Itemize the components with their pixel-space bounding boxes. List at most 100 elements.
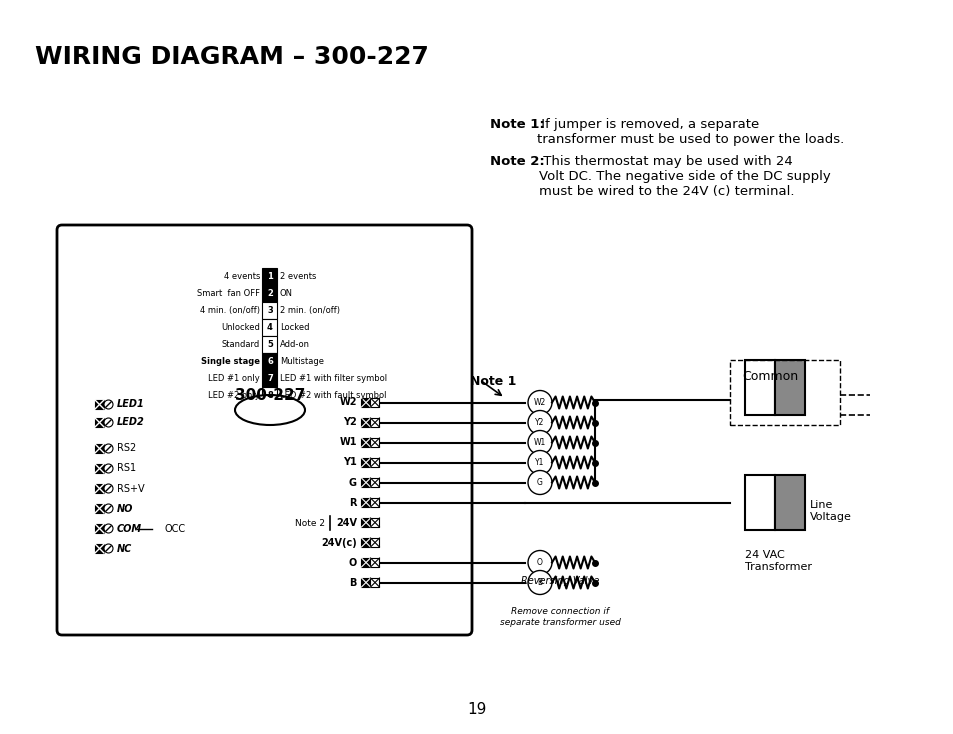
- Circle shape: [104, 544, 112, 553]
- Ellipse shape: [234, 395, 305, 425]
- Text: 4 events: 4 events: [223, 272, 260, 281]
- Circle shape: [104, 524, 112, 533]
- Bar: [262, 268, 277, 285]
- Bar: [95, 484, 104, 493]
- Circle shape: [527, 410, 552, 435]
- Bar: [262, 285, 277, 302]
- Bar: [774, 475, 804, 530]
- Circle shape: [104, 484, 112, 493]
- Circle shape: [527, 431, 552, 454]
- Text: 8: 8: [267, 391, 273, 400]
- Text: 7: 7: [267, 374, 273, 383]
- Circle shape: [104, 504, 112, 513]
- Text: Unlocked: Unlocked: [221, 323, 260, 332]
- Text: Note 2:: Note 2:: [490, 155, 544, 168]
- Bar: [370, 578, 379, 587]
- Circle shape: [104, 418, 112, 427]
- Text: Line
Voltage: Line Voltage: [809, 500, 851, 522]
- Text: 1: 1: [267, 272, 273, 281]
- Text: Remove connection if
separate transformer used: Remove connection if separate transforme…: [499, 608, 619, 627]
- Bar: [361, 438, 370, 447]
- Text: 300-227: 300-227: [234, 388, 305, 403]
- Bar: [95, 544, 104, 553]
- Text: 6: 6: [267, 357, 273, 366]
- Text: WIRING DIAGRAM – 300-227: WIRING DIAGRAM – 300-227: [35, 45, 429, 69]
- Text: R: R: [349, 498, 356, 507]
- FancyBboxPatch shape: [57, 225, 472, 635]
- Text: 2 min. (on/off): 2 min. (on/off): [280, 306, 339, 315]
- Bar: [744, 360, 774, 415]
- Text: RS+V: RS+V: [117, 484, 145, 493]
- Text: W2: W2: [534, 398, 545, 407]
- Bar: [262, 302, 277, 319]
- Bar: [361, 458, 370, 467]
- Circle shape: [527, 470, 552, 495]
- Text: LED1: LED1: [117, 399, 145, 410]
- Bar: [361, 418, 370, 427]
- Text: W1: W1: [339, 437, 356, 448]
- Text: Note 1: Note 1: [470, 375, 516, 388]
- Text: COM: COM: [117, 523, 142, 534]
- Text: 4 min. (on/off): 4 min. (on/off): [200, 306, 260, 315]
- Bar: [95, 400, 104, 409]
- Bar: [370, 538, 379, 547]
- Text: Y2: Y2: [343, 418, 356, 427]
- Circle shape: [527, 550, 552, 575]
- Bar: [95, 524, 104, 533]
- Text: Common: Common: [741, 370, 798, 383]
- Bar: [361, 398, 370, 407]
- Bar: [370, 438, 379, 447]
- Text: ON: ON: [280, 289, 293, 298]
- Text: 19: 19: [467, 702, 486, 718]
- Text: Note 1:: Note 1:: [490, 118, 544, 131]
- Text: OCC: OCC: [165, 523, 186, 534]
- Text: Reversing Valve: Reversing Valve: [520, 575, 598, 586]
- Bar: [370, 418, 379, 427]
- Circle shape: [527, 451, 552, 474]
- Text: 24V(c): 24V(c): [321, 537, 356, 548]
- Text: Smart  fan OFF: Smart fan OFF: [196, 289, 260, 298]
- Bar: [262, 370, 277, 387]
- Bar: [262, 387, 277, 404]
- Text: W1: W1: [534, 438, 545, 447]
- Text: 5: 5: [267, 340, 273, 349]
- Circle shape: [104, 444, 112, 453]
- Text: This thermostat may be used with 24
Volt DC. The negative side of the DC supply
: This thermostat may be used with 24 Volt…: [538, 155, 830, 198]
- Bar: [262, 319, 277, 336]
- Text: Y1: Y1: [343, 457, 356, 468]
- Text: G: G: [537, 478, 542, 487]
- Bar: [370, 478, 379, 487]
- Bar: [370, 558, 379, 567]
- Bar: [370, 398, 379, 407]
- Bar: [774, 360, 804, 415]
- Bar: [744, 475, 774, 530]
- Text: Note 2: Note 2: [294, 518, 325, 528]
- Text: NC: NC: [117, 543, 132, 553]
- Text: Locked: Locked: [280, 323, 309, 332]
- Bar: [370, 498, 379, 507]
- Text: 2: 2: [267, 289, 273, 298]
- Circle shape: [527, 570, 552, 595]
- Bar: [95, 418, 104, 427]
- Text: LED #1 with filter symbol: LED #1 with filter symbol: [280, 374, 387, 383]
- Text: O: O: [349, 558, 356, 567]
- Bar: [262, 353, 277, 370]
- Text: 24 VAC
Transformer: 24 VAC Transformer: [744, 550, 811, 572]
- Text: Multistage: Multistage: [280, 357, 324, 366]
- Text: 3: 3: [267, 306, 273, 315]
- Text: NO: NO: [117, 504, 133, 514]
- Bar: [95, 504, 104, 513]
- Bar: [361, 478, 370, 487]
- Circle shape: [527, 390, 552, 415]
- Text: Y2: Y2: [535, 418, 544, 427]
- Circle shape: [104, 400, 112, 409]
- Text: B: B: [537, 578, 542, 587]
- Text: G: G: [349, 478, 356, 487]
- Bar: [95, 444, 104, 453]
- Text: If jumper is removed, a separate
transformer must be used to power the loads.: If jumper is removed, a separate transfo…: [537, 118, 843, 146]
- Bar: [370, 458, 379, 467]
- Text: RS1: RS1: [117, 463, 136, 473]
- Bar: [361, 578, 370, 587]
- Text: LED #2 only: LED #2 only: [208, 391, 260, 400]
- Bar: [729, 360, 840, 425]
